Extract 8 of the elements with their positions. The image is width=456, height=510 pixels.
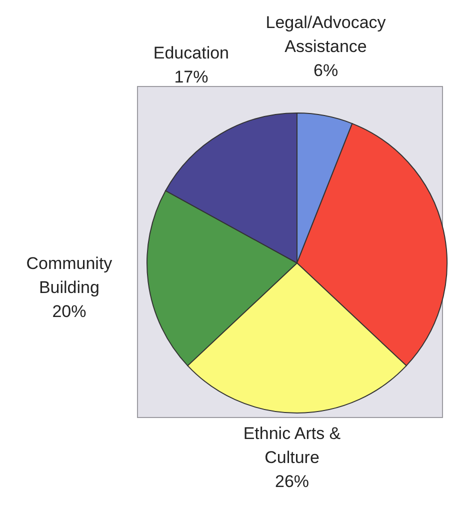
data-label: 6% <box>313 60 338 80</box>
slice-label: Education <box>153 44 230 63</box>
slice-label: Community Building <box>26 254 113 298</box>
slice-label: Legal/Advocacy Assistance <box>266 12 386 56</box>
slice-label: Ethnic Arts & Culture <box>243 424 342 467</box>
data-label: 20% <box>52 302 86 322</box>
data-label: 26% <box>274 472 310 491</box>
data-label: 17% <box>174 68 208 87</box>
